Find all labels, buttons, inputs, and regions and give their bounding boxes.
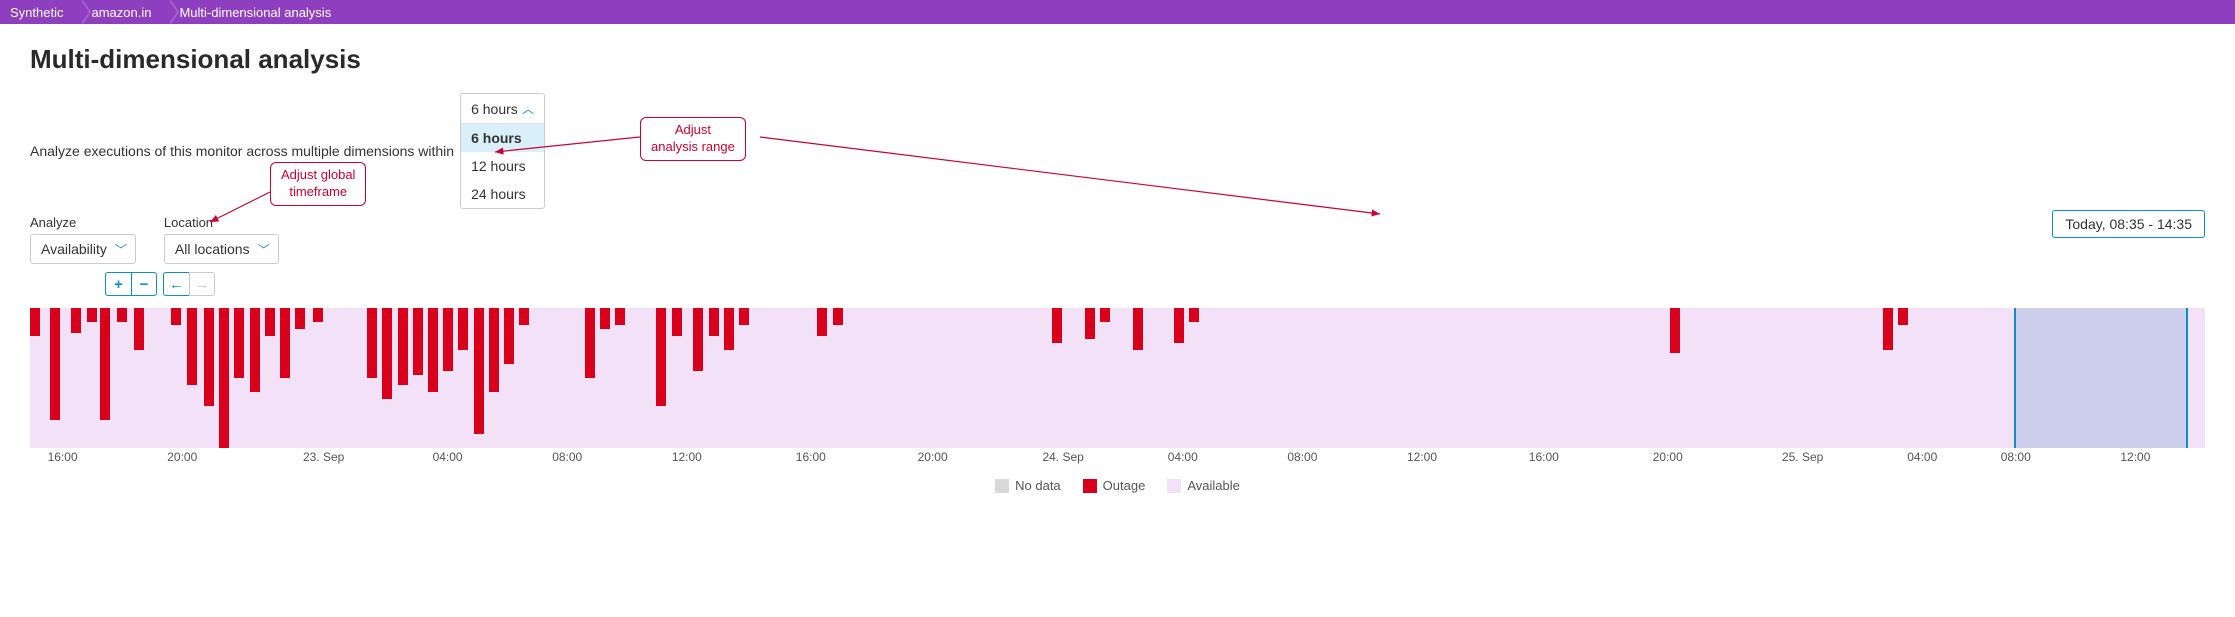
axis-tick: 16:00 xyxy=(48,450,78,464)
outage-bar xyxy=(817,308,827,336)
outage-bar xyxy=(1085,308,1095,339)
axis-tick: 16:00 xyxy=(1529,450,1559,464)
zoom-out-button[interactable]: − xyxy=(131,272,157,296)
axis-tick: 16:00 xyxy=(796,450,826,464)
outage-bar xyxy=(219,308,229,448)
outage-bar xyxy=(1052,308,1062,343)
outage-bar xyxy=(87,308,97,322)
outage-bar xyxy=(615,308,625,325)
range-option[interactable]: 6 hours xyxy=(461,124,544,152)
outage-bar xyxy=(504,308,514,364)
outage-bar xyxy=(1883,308,1893,350)
breadcrumb: Synthetic amazon.in Multi-dimensional an… xyxy=(0,0,2235,24)
legend-item: Outage xyxy=(1083,478,1146,493)
axis-tick: 12:00 xyxy=(672,450,702,464)
outage-bar xyxy=(1174,308,1184,343)
range-dropdown[interactable]: 6 hours ︿ 6 hours 12 hours 24 hours xyxy=(460,93,545,209)
outage-bar xyxy=(519,308,529,325)
timeframe-badge[interactable]: Today, 08:35 - 14:35 xyxy=(2052,210,2205,238)
axis-tick: 20:00 xyxy=(1653,450,1683,464)
chart-axis: 16:00 20:00 23. Sep 04:00 08:00 12:00 16:00 20:… xyxy=(30,450,2205,472)
outage-bar xyxy=(672,308,682,336)
outage-bar xyxy=(204,308,214,406)
outage-bar xyxy=(71,308,81,333)
selection-range[interactable] xyxy=(2014,308,2188,448)
outage-bar xyxy=(600,308,610,329)
outage-bar xyxy=(367,308,377,378)
outage-bar xyxy=(382,308,392,399)
chevron-down-icon: ﹀ xyxy=(258,241,270,258)
axis-tick: 24. Sep xyxy=(1042,450,1083,464)
outage-bar xyxy=(1670,308,1680,353)
outage-bar xyxy=(1189,308,1199,322)
outage-bar xyxy=(585,308,595,378)
outage-bar xyxy=(265,308,275,336)
outage-bar xyxy=(443,308,453,371)
outage-bar xyxy=(398,308,408,385)
outage-bar xyxy=(280,308,290,378)
legend-item: No data xyxy=(995,478,1061,493)
axis-tick: 25. Sep xyxy=(1782,450,1823,464)
outage-bar xyxy=(656,308,666,406)
outage-bar xyxy=(474,308,484,434)
axis-tick: 04:00 xyxy=(433,450,463,464)
location-select[interactable]: All locations ﹀ xyxy=(164,234,279,264)
axis-tick: 12:00 xyxy=(2120,450,2150,464)
outage-bar xyxy=(833,308,843,325)
axis-tick: 08:00 xyxy=(2001,450,2031,464)
axis-tick: 08:00 xyxy=(1287,450,1317,464)
axis-tick: 04:00 xyxy=(1907,450,1937,464)
axis-tick: 12:00 xyxy=(1407,450,1437,464)
outage-bar xyxy=(413,308,423,375)
range-option[interactable]: 24 hours xyxy=(461,180,544,208)
location-label: Location xyxy=(164,215,279,230)
zoom-in-button[interactable]: + xyxy=(105,272,131,296)
outage-bar xyxy=(724,308,734,350)
outage-bar xyxy=(234,308,244,378)
axis-tick: 08:00 xyxy=(552,450,582,464)
outage-bar xyxy=(30,308,40,336)
outage-bar xyxy=(1133,308,1143,350)
outage-bar xyxy=(295,308,305,329)
analyze-select[interactable]: Availability ﹀ xyxy=(30,234,136,264)
outage-bar xyxy=(428,308,438,392)
outage-bar xyxy=(250,308,260,392)
outage-bar xyxy=(489,308,499,392)
chevron-down-icon: ﹀ xyxy=(115,241,127,258)
outage-bar xyxy=(313,308,323,322)
outage-bar xyxy=(1100,308,1110,322)
breadcrumb-item[interactable]: amazon.in xyxy=(81,0,169,24)
axis-tick: 04:00 xyxy=(1168,450,1198,464)
legend-item: Available xyxy=(1167,478,1240,493)
outage-bar xyxy=(50,308,60,420)
breadcrumb-item[interactable]: Multi-dimensional analysis xyxy=(169,0,349,24)
outage-bar xyxy=(458,308,468,350)
annotation-global-timeframe: Adjust global timeframe xyxy=(270,162,366,206)
axis-tick: 20:00 xyxy=(167,450,197,464)
outage-bar xyxy=(187,308,197,385)
analyze-label: Analyze xyxy=(30,215,136,230)
range-option[interactable]: 12 hours xyxy=(461,152,544,180)
axis-tick: 23. Sep xyxy=(303,450,344,464)
outage-bar xyxy=(1898,308,1908,325)
next-button[interactable]: → xyxy=(189,272,215,296)
prev-button[interactable]: ← xyxy=(163,272,189,296)
outage-bar xyxy=(134,308,144,350)
annotation-analysis-range: Adjust analysis range xyxy=(640,117,746,161)
chart-legend: No data Outage Available xyxy=(30,478,2205,493)
outage-bar xyxy=(100,308,110,420)
outage-bar xyxy=(693,308,703,371)
axis-tick: 20:00 xyxy=(918,450,948,464)
outage-bar xyxy=(117,308,127,322)
outage-bar xyxy=(739,308,749,325)
outage-bar xyxy=(709,308,719,336)
breadcrumb-item[interactable]: Synthetic xyxy=(0,0,81,24)
timeline-chart[interactable]: 16:00 20:00 23. Sep 04:00 08:00 12:00 16:00 20:… xyxy=(30,308,2205,493)
chevron-up-icon: ︿ xyxy=(522,100,534,117)
page-title: Multi-dimensional analysis xyxy=(30,44,2205,75)
outage-bar xyxy=(171,308,181,325)
